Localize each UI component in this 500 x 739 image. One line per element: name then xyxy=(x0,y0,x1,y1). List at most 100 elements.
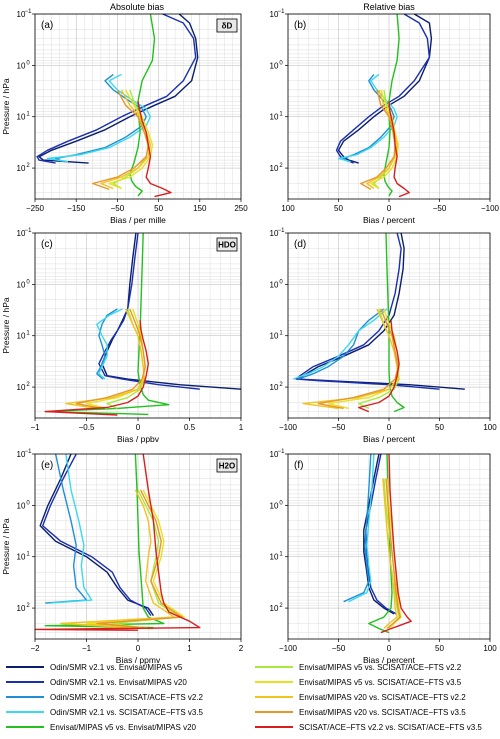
series-line-5 xyxy=(129,14,156,197)
legend-item: Envisat/MIPAS v5 vs. SCISAT/ACE−FTS v3.5 xyxy=(255,678,462,687)
x-tick-label: −50 xyxy=(111,204,125,213)
x-tick-label: 0 xyxy=(387,204,392,213)
legend-item: Envisat/MIPAS v5 vs. SCISAT/ACE−FTS v2.2 xyxy=(255,663,462,672)
x-tick-label: 0 xyxy=(387,644,392,653)
series-line-4 xyxy=(50,454,93,604)
y-tick-label: 10 xyxy=(17,604,26,613)
legend: Odin/SMR v2.1 vs. Envisat/MIPAS v5 Odin/S… xyxy=(6,663,482,732)
grid xyxy=(34,13,242,200)
y-tick-label: 10 xyxy=(17,113,26,122)
panel-letter: (d) xyxy=(294,239,306,250)
series-line-4 xyxy=(46,73,152,163)
y-tick-exponent: −1 xyxy=(278,9,286,15)
x-tick-label: 0 xyxy=(387,423,392,432)
y-tick-label: 10 xyxy=(270,280,279,289)
series-line-7 xyxy=(108,89,154,190)
series-group xyxy=(44,233,241,416)
panel-letter: (b) xyxy=(294,20,306,31)
x-tick-label: 100 xyxy=(281,204,295,213)
y-tick-exponent: 1 xyxy=(26,112,30,118)
legend-item: Odin/SMR v2.1 vs. SCISAT/ACE−FTS v3.5 xyxy=(6,708,204,717)
y-tick-label: 10 xyxy=(17,10,26,19)
y-tick-label: 10 xyxy=(17,61,26,70)
y-tick-label: 10 xyxy=(270,450,279,459)
x-axis-label: Bias / percent xyxy=(363,434,416,444)
x-tick-label: −100 xyxy=(279,644,298,653)
y-tick-label: 10 xyxy=(270,229,279,238)
legend-item: Odin/SMR v2.1 vs. SCISAT/ACE−FTS v2.2 xyxy=(6,693,204,702)
series-line-4 xyxy=(337,73,398,163)
y-tick-exponent: 0 xyxy=(26,500,30,506)
series-line-9 xyxy=(385,478,401,630)
x-tick-label: 50 xyxy=(435,644,444,653)
panel-letter: (a) xyxy=(41,20,53,31)
y-tick-label: 10 xyxy=(270,383,279,392)
x-tick-label: −50 xyxy=(332,423,346,432)
series-group xyxy=(36,14,199,198)
y-tick-exponent: −1 xyxy=(278,449,286,455)
y-tick-label: 10 xyxy=(17,332,26,341)
svg-text:δD: δD xyxy=(222,22,233,31)
legend-label: Odin/SMR v2.1 vs. SCISAT/ACE−FTS v2.2 xyxy=(50,693,204,702)
species-badge: H2O xyxy=(216,458,238,473)
series-line-10 xyxy=(35,454,201,631)
y-tick-exponent: 1 xyxy=(279,552,283,558)
y-tick-exponent: 2 xyxy=(26,163,30,169)
x-tick-label: −50 xyxy=(433,204,447,213)
y-tick-label: 10 xyxy=(270,164,279,173)
col-title-left: Absolute bias xyxy=(110,2,165,12)
x-tick-label: 0 xyxy=(136,644,141,653)
series-line-5 xyxy=(383,14,400,197)
x-tick-label: −50 xyxy=(332,644,346,653)
svg-text:HDO: HDO xyxy=(218,241,236,250)
legend-item: Odin/SMR v2.1 vs. Envisat/MIPAS v5 xyxy=(6,663,183,672)
series-line-1 xyxy=(101,233,241,390)
y-tick-exponent: 1 xyxy=(26,331,30,337)
y-tick-exponent: 2 xyxy=(279,382,283,388)
y-tick-label: 10 xyxy=(17,501,26,510)
x-tick-label: −1 xyxy=(82,644,92,653)
x-tick-label: −250 xyxy=(26,204,45,213)
series-group xyxy=(335,14,433,198)
series-line-10 xyxy=(358,320,400,413)
series-line-2 xyxy=(42,454,152,616)
series-line-3 xyxy=(297,308,385,380)
series-line-9 xyxy=(360,89,396,191)
y-tick-exponent: 1 xyxy=(26,552,30,558)
y-tick-exponent: 2 xyxy=(279,603,283,609)
series-line-9 xyxy=(75,308,146,410)
x-tick-label: −100 xyxy=(279,423,298,432)
legend-label: Odin/SMR v2.1 vs. Envisat/MIPAS v20 xyxy=(50,678,187,687)
legend-item: Envisat/MIPAS v5 vs. Envisat/MIPAS v20 xyxy=(6,723,197,732)
series-line-5 xyxy=(385,233,405,413)
x-tick-label: 50 xyxy=(154,204,163,213)
series-line-7 xyxy=(85,489,186,630)
legend-label: Odin/SMR v2.1 vs. Envisat/MIPAS v5 xyxy=(50,663,183,672)
series-group xyxy=(292,233,465,413)
y-tick-label: 10 xyxy=(17,553,26,562)
x-axis-label: Bias / percent xyxy=(363,215,416,225)
series-line-4 xyxy=(348,454,375,603)
species-badge: δD xyxy=(216,18,238,33)
y-tick-label: 10 xyxy=(17,280,26,289)
y-tick-label: 10 xyxy=(17,229,26,238)
legend-item: Envisat/MIPAS v20 vs. SCISAT/ACE−FTS v3.… xyxy=(255,708,466,717)
series-line-2 xyxy=(36,14,197,164)
y-axis-label: Pressure / hPa xyxy=(1,297,11,353)
y-tick-exponent: 1 xyxy=(279,331,283,337)
y-tick-exponent: 0 xyxy=(279,60,283,66)
series-line-3 xyxy=(45,454,88,604)
series-line-2 xyxy=(335,14,431,164)
series-line-7 xyxy=(370,89,399,190)
x-tick-label: −1 xyxy=(30,423,40,432)
y-tick-label: 10 xyxy=(270,604,279,613)
y-tick-exponent: 2 xyxy=(26,603,30,609)
series-line-2 xyxy=(295,233,440,390)
